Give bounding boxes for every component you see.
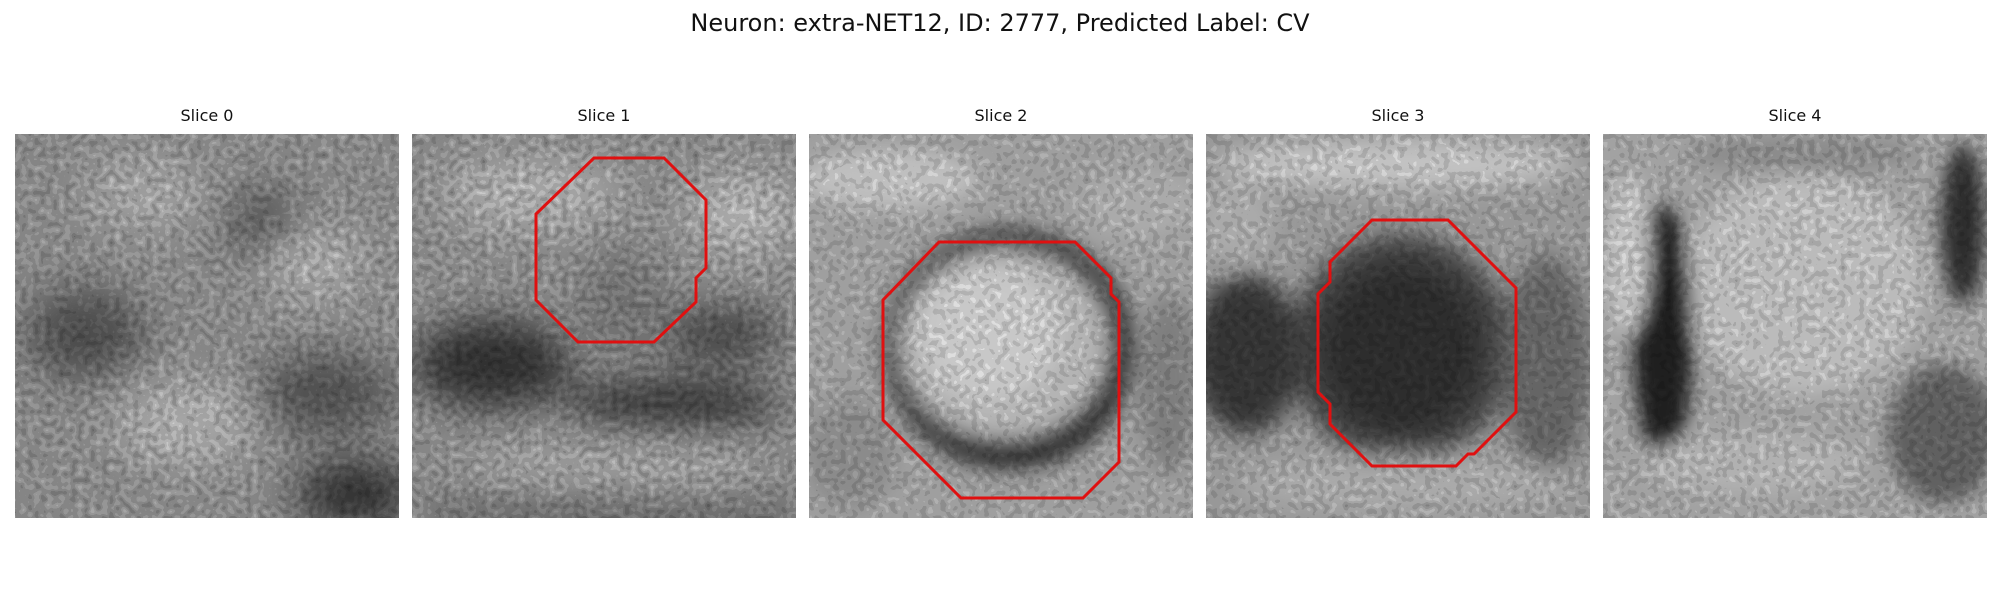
figure-title: Neuron: extra-NET12, ID: 2777, Predicted… (0, 8, 2000, 38)
slice-title-2: Slice 2 (809, 106, 1193, 126)
slice-title-0: Slice 0 (15, 106, 399, 126)
slice-image-4 (1603, 134, 1987, 518)
slice-texture (1206, 134, 1590, 518)
slice-image-3 (1206, 134, 1590, 518)
slice-texture (15, 134, 399, 518)
slice-texture (1603, 134, 1987, 518)
slice-texture (412, 134, 796, 518)
slice-image-2 (809, 134, 1193, 518)
slice-texture (809, 134, 1193, 518)
slice-title-4: Slice 4 (1603, 106, 1987, 126)
slice-title-1: Slice 1 (412, 106, 796, 126)
slice-image-0 (15, 134, 399, 518)
slice-title-3: Slice 3 (1206, 106, 1590, 126)
slice-image-1 (412, 134, 796, 518)
